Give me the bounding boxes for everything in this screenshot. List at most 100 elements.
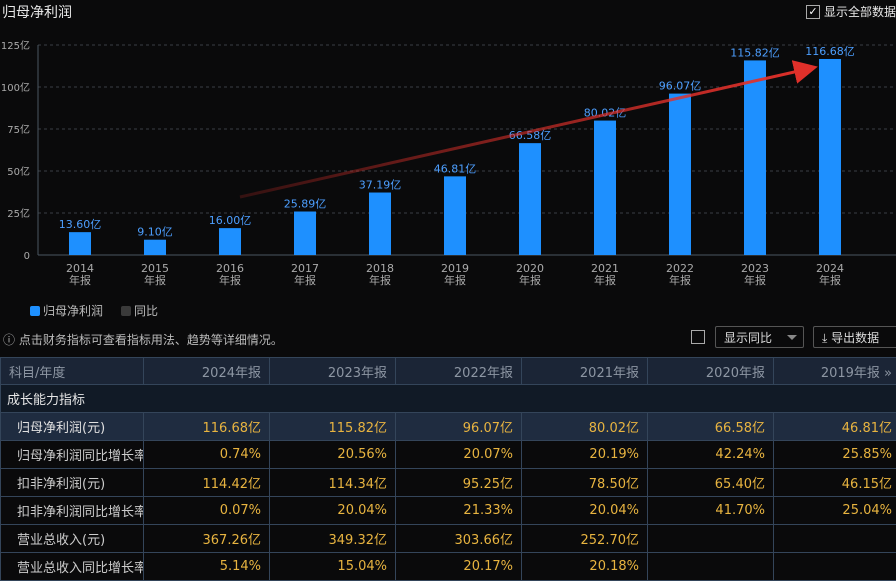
chart-title: 归母净利润: [2, 2, 72, 22]
show-all-label: 显示全部数据: [824, 3, 896, 20]
table-cell: 46.15亿: [774, 469, 896, 497]
data-label: 25.89亿: [284, 198, 327, 211]
legend-label: 同比: [134, 304, 158, 318]
bar-2022: [669, 94, 691, 255]
table-cell: 20.56%: [270, 441, 396, 469]
export-button[interactable]: ⤓ 导出数据: [813, 326, 896, 348]
row-label[interactable]: 归母净利润(元): [1, 413, 144, 441]
legend-swatch: [30, 306, 40, 316]
column-header-year[interactable]: 2019年报 »: [774, 358, 896, 385]
chevron-down-icon: [787, 335, 797, 340]
data-label: 9.10亿: [137, 226, 173, 239]
legend-swatch: [121, 306, 131, 316]
row-label[interactable]: 营业总收入同比增长率: [1, 553, 144, 581]
table-cell: 116.68亿: [144, 413, 270, 441]
x-tick-period: 年报: [744, 273, 766, 287]
column-header-year: 2020年报: [648, 358, 774, 385]
table-cell: 20.18%: [522, 553, 648, 581]
row-label[interactable]: 扣非净利润(元): [1, 469, 144, 497]
section-row: 成长能力指标: [1, 385, 896, 413]
table-cell: [648, 525, 774, 553]
table-cell: 114.34亿: [270, 469, 396, 497]
table-cell: 303.66亿: [396, 525, 522, 553]
table-cell: 95.25亿: [396, 469, 522, 497]
x-tick-period: 年报: [369, 273, 391, 287]
row-label[interactable]: 营业总收入(元): [1, 525, 144, 553]
table-cell: 115.82亿: [270, 413, 396, 441]
bar-2018: [369, 193, 391, 255]
data-label: 16.00亿: [209, 214, 252, 227]
x-tick-period: 年报: [819, 273, 841, 287]
column-header-year: 2024年报: [144, 358, 270, 385]
chart-legend: 归母净利润 同比: [30, 302, 158, 319]
table-cell: 78.50亿: [522, 469, 648, 497]
table-cell: 20.04%: [270, 497, 396, 525]
bar-2017: [294, 212, 316, 255]
info-tip: ⓘ 点击财务指标可查看指标用法、趋势等详细情况。: [3, 331, 283, 348]
y-tick-label: 125亿: [1, 39, 30, 52]
bar-2024: [819, 59, 841, 255]
table-cell: 114.42亿: [144, 469, 270, 497]
bar-2016: [219, 228, 241, 255]
yoy-select-label: 显示同比: [724, 331, 772, 345]
table-cell: 0.07%: [144, 497, 270, 525]
show-all-data-checkbox[interactable]: ✓ 显示全部数据: [806, 3, 896, 20]
bar-2015: [144, 240, 166, 255]
row-label[interactable]: 归母净利润同比增长率: [1, 441, 144, 469]
yoy-select[interactable]: 显示同比: [715, 326, 804, 348]
table-cell: 66.58亿: [648, 413, 774, 441]
y-tick-label: 50亿: [7, 165, 30, 178]
data-label: 116.68亿: [805, 45, 855, 58]
table-cell: [774, 553, 896, 581]
table-cell: 252.70亿: [522, 525, 648, 553]
table-cell: 349.32亿: [270, 525, 396, 553]
legend-item-yoy[interactable]: 同比: [121, 302, 158, 319]
column-header-subject: 科目/年度: [1, 358, 144, 385]
column-header-year: 2022年报: [396, 358, 522, 385]
bar-2014: [69, 232, 91, 255]
y-tick-label: 100亿: [1, 81, 30, 94]
table-cell: 20.19%: [522, 441, 648, 469]
table-cell: 21.33%: [396, 497, 522, 525]
table-cell: 5.14%: [144, 553, 270, 581]
data-label: 37.19亿: [359, 179, 402, 192]
table-cell: 25.85%: [774, 441, 896, 469]
x-tick-period: 年报: [669, 273, 691, 287]
bar-2023: [744, 60, 766, 255]
y-tick-label: 0: [24, 251, 30, 262]
row-label[interactable]: 扣非净利润同比增长率: [1, 497, 144, 525]
table-cell: 20.04%: [522, 497, 648, 525]
data-label: 115.82亿: [730, 46, 780, 59]
data-label: 96.07亿: [659, 80, 702, 93]
x-tick-period: 年报: [219, 273, 241, 287]
x-tick-period: 年报: [594, 273, 616, 287]
x-tick-period: 年报: [294, 273, 316, 287]
data-label: 13.60亿: [59, 218, 102, 231]
table-cell: 25.04%: [774, 497, 896, 525]
legend-item-net-profit[interactable]: 归母净利润: [30, 302, 103, 319]
table-cell: 0.74%: [144, 441, 270, 469]
section-title: 成长能力指标: [1, 385, 896, 413]
info-icon: ⓘ: [3, 333, 15, 347]
download-icon: ⤓: [822, 331, 827, 345]
yoy-checkbox[interactable]: [691, 330, 705, 344]
y-tick-label: 75亿: [7, 123, 30, 136]
x-tick-period: 年报: [144, 273, 166, 287]
tip-text: 点击财务指标可查看指标用法、趋势等详细情况。: [19, 333, 283, 347]
data-label: 46.81亿: [434, 162, 477, 175]
table-cell: [648, 553, 774, 581]
bar-2020: [519, 143, 541, 255]
export-label: 导出数据: [831, 331, 879, 345]
table-cell: 80.02亿: [522, 413, 648, 441]
checkbox-checked-icon[interactable]: ✓: [806, 5, 820, 19]
table-cell: 65.40亿: [648, 469, 774, 497]
table-cell: 41.70%: [648, 497, 774, 525]
bar-2019: [444, 176, 466, 255]
